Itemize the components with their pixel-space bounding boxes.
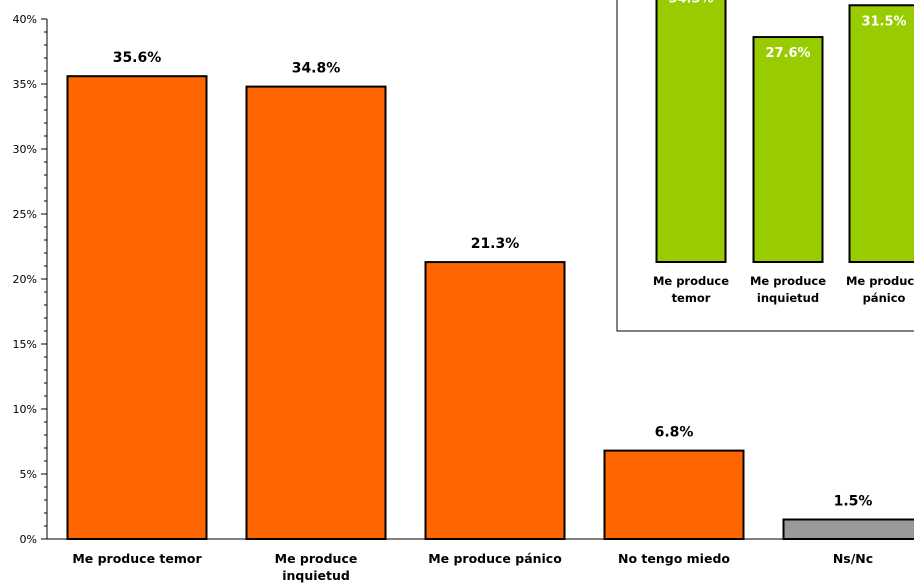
- inset-category-label: Me produce: [750, 274, 826, 288]
- inset-bars: 34.3% 27.6% 31.5%: [655, 0, 914, 264]
- y-tick-label: 5%: [20, 468, 37, 481]
- inset-data-label: 34.3%: [668, 0, 713, 6]
- category-labels: Me produce temor Me produce inquietud Me pr…: [72, 551, 873, 583]
- y-axis-ticks: 0% 5% 10% 15% 20% 25% 30% 35% 40%: [13, 13, 47, 546]
- y-tick-label: 0%: [20, 533, 37, 546]
- inset-data-label: 27.6%: [765, 46, 810, 61]
- category-label: No tengo miedo: [618, 551, 730, 566]
- category-label: inquietud: [282, 568, 350, 583]
- bar: [603, 449, 745, 541]
- main-chart: 0% 5% 10% 15% 20% 25% 30% 35% 40% 35.6% 34.8% 21.3…: [13, 13, 914, 583]
- inset-category-label: Me produce: [846, 274, 914, 288]
- inset-bar: [655, 0, 727, 264]
- inset-data-label: 31.5%: [861, 14, 906, 29]
- category-label: Ns/Nc: [833, 551, 873, 566]
- y-tick-label: 40%: [13, 13, 37, 26]
- inset-category-label: Me produce: [653, 274, 729, 288]
- data-label: 35.6%: [113, 50, 162, 66]
- bars: 35.6% 34.8% 21.3% 6.8% 1.5%: [66, 50, 914, 541]
- y-tick-label: 20%: [13, 273, 37, 286]
- data-label: 21.3%: [471, 236, 520, 252]
- bar: [66, 75, 208, 540]
- inset-category-label: temor: [672, 291, 711, 305]
- category-label: Me produce: [275, 551, 358, 566]
- bar: [782, 518, 914, 540]
- bar: [245, 85, 387, 540]
- category-label: Me produce temor: [72, 551, 202, 566]
- y-tick-label: 30%: [13, 143, 37, 156]
- y-tick-label: 10%: [13, 403, 37, 416]
- inset-category-labels: Me produce temor Me produce inquietud Me pro…: [653, 274, 914, 305]
- y-tick-label: 25%: [13, 208, 37, 221]
- data-label: 1.5%: [834, 494, 873, 510]
- data-label: 6.8%: [655, 425, 694, 441]
- category-label: Me produce pánico: [428, 551, 562, 566]
- y-tick-label: 35%: [13, 78, 37, 91]
- data-label: 34.8%: [292, 61, 341, 77]
- y-tick-label: 15%: [13, 338, 37, 351]
- inset-category-label: inquietud: [757, 291, 819, 305]
- inset-category-label: pánico: [863, 291, 906, 305]
- bar: [424, 261, 566, 540]
- inset-bar: [752, 36, 824, 264]
- inset-bar: [848, 4, 914, 264]
